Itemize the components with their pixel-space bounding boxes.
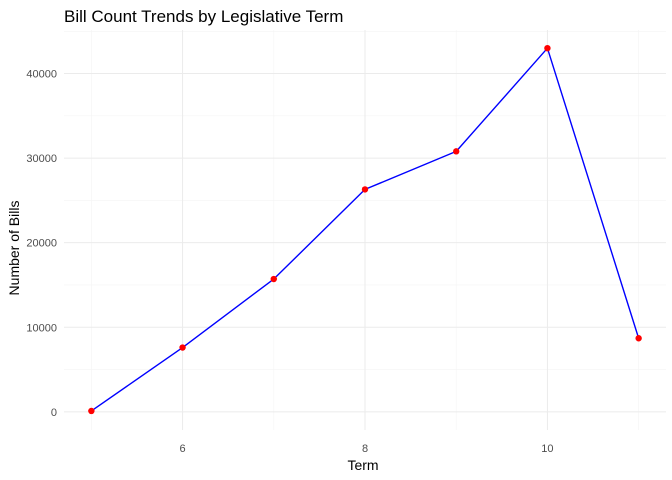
x-tick-label: 10 <box>541 443 553 455</box>
series-layer <box>88 44 642 415</box>
data-point <box>270 275 277 283</box>
data-point <box>453 148 460 155</box>
y-tick-label: 30000 <box>26 153 57 165</box>
x-axis-label: Term <box>347 457 378 473</box>
data-point <box>544 44 551 52</box>
y-axis-label: Number of Bills <box>6 201 22 296</box>
x-tick-label: 8 <box>362 443 368 455</box>
chart-title: Bill Count Trends by Legislative Term <box>64 7 343 26</box>
data-point <box>88 407 95 415</box>
data-point <box>361 186 369 193</box>
y-tick-label: 0 <box>51 407 57 419</box>
grid-lines <box>64 30 666 430</box>
y-tick-label: 40000 <box>26 69 57 81</box>
data-point <box>179 344 186 351</box>
y-tick-label: 20000 <box>26 238 57 250</box>
x-tick-label: 6 <box>180 443 186 455</box>
y-tick-label: 10000 <box>26 322 57 334</box>
data-point <box>635 335 642 342</box>
x-axis-ticks: 6 8 10 <box>180 443 554 455</box>
y-axis-ticks: 0 10000 20000 30000 40000 <box>26 69 57 419</box>
